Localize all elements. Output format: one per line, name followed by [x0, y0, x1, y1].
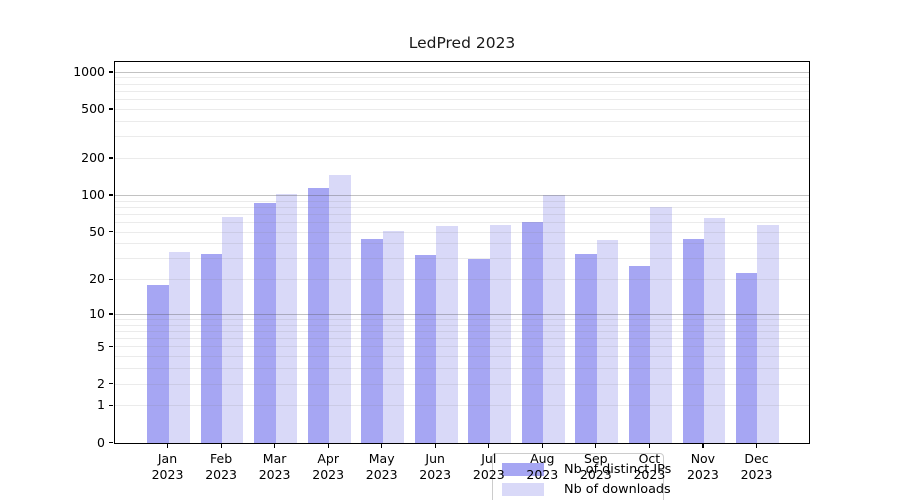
- gridline-200: [115, 157, 809, 159]
- x-tick-label-sep: Sep 2023: [579, 450, 612, 483]
- x-tick-sep: [595, 443, 597, 448]
- x-tick-may: [381, 443, 383, 448]
- y-tick-1000: [109, 71, 113, 73]
- x-tick-jun: [434, 443, 436, 448]
- bar-downloads-oct: [650, 207, 672, 443]
- y-tick-label-5: 5: [97, 338, 105, 354]
- bar-distinct-ips-mar: [254, 202, 276, 443]
- x-tick-jan: [166, 443, 169, 448]
- chart-title: LedPred 2023: [408, 34, 516, 52]
- plot-area: Nb of distinct IPs Nb of downloads: [114, 61, 810, 500]
- gridline-100: [115, 194, 809, 196]
- bar-downloads-nov: [703, 218, 726, 443]
- gridline-90: [115, 200, 809, 202]
- y-tick-5: [109, 345, 113, 348]
- y-tick-label-500: 500: [81, 101, 105, 116]
- x-tick-label-may: May 2023: [365, 450, 398, 483]
- bar-distinct-ips-may: [361, 238, 383, 443]
- x-tick-label-apr: Apr 2023: [312, 450, 345, 483]
- y-tick-label-50: 50: [89, 223, 105, 239]
- gridline-1000: [115, 71, 809, 73]
- bar-distinct-ips-sep: [575, 253, 597, 443]
- x-tick-feb: [220, 443, 222, 448]
- x-tick-apr: [327, 443, 329, 448]
- gridline-500: [115, 108, 809, 110]
- bar-downloads-mar: [275, 193, 297, 443]
- y-tick-10: [109, 313, 113, 315]
- bar-distinct-ips-oct: [628, 266, 651, 443]
- x-tick-dec: [755, 443, 758, 448]
- y-tick-0: [109, 442, 113, 444]
- bar-downloads-sep: [596, 240, 619, 443]
- y-tick-20: [109, 278, 113, 280]
- x-tick-label-jul: Jul 2023: [472, 450, 505, 483]
- y-tick-200: [109, 157, 113, 159]
- x-tick-label-oct: Oct 2023: [633, 450, 666, 483]
- bar-downloads-apr: [329, 174, 351, 443]
- legend-item-distinct-ips: Nb of distinct IPs: [502, 459, 671, 479]
- gridline-600: [115, 99, 809, 101]
- y-tick-label-200: 200: [81, 150, 105, 165]
- y-tick-label-1000: 1000: [73, 63, 105, 79]
- legend-label-downloads: Nb of downloads: [564, 481, 671, 497]
- legend-item-downloads: Nb of downloads: [502, 479, 671, 499]
- bar-downloads-feb: [222, 217, 244, 443]
- bar-downloads-jun: [436, 226, 458, 443]
- x-tick-label-feb: Feb 2023: [205, 450, 237, 483]
- legend-swatch-downloads: [502, 482, 544, 496]
- bar-downloads-jul: [489, 225, 512, 443]
- bar-downloads-dec: [757, 225, 779, 443]
- gridline-70: [115, 213, 809, 215]
- x-tick-label-dec: Dec 2023: [740, 450, 773, 483]
- y-tick-label-0: 0: [97, 434, 105, 450]
- bar-downloads-jan: [168, 252, 190, 443]
- x-tick-jul: [488, 443, 490, 448]
- gridline-800: [115, 83, 809, 85]
- gridline-400: [115, 120, 809, 122]
- y-tick-100: [109, 194, 113, 196]
- bar-distinct-ips-aug: [521, 221, 544, 443]
- bar-distinct-ips-nov: [682, 238, 704, 443]
- x-tick-nov: [702, 443, 704, 448]
- bar-distinct-ips-jul: [468, 258, 490, 443]
- y-tick-label-1: 1: [97, 397, 105, 413]
- y-tick-label-2: 2: [97, 375, 105, 391]
- x-tick-oct: [648, 443, 651, 448]
- x-tick-aug: [541, 443, 543, 448]
- bar-distinct-ips-jan: [147, 285, 169, 443]
- x-tick-label-aug: Aug 2023: [526, 450, 559, 483]
- y-tick-label-100: 100: [81, 187, 105, 202]
- bar-downloads-aug: [543, 195, 565, 443]
- bar-downloads-may: [382, 231, 405, 443]
- y-tick-2: [109, 383, 113, 385]
- legend-label-distinct-ips: Nb of distinct IPs: [564, 461, 672, 477]
- x-tick-label-nov: Nov 2023: [686, 450, 719, 483]
- gridline-700: [115, 90, 809, 92]
- y-tick-50: [109, 231, 113, 233]
- bar-distinct-ips-apr: [307, 187, 330, 443]
- y-tick-1: [109, 404, 113, 407]
- legend-swatch-distinct-ips: [502, 462, 544, 476]
- y-tick-label-10: 10: [89, 305, 105, 321]
- x-tick-label-jan: Jan 2023: [151, 450, 184, 483]
- gridline-900: [115, 77, 809, 79]
- gridline-80: [115, 206, 809, 208]
- x-tick-label-jun: Jun 2023: [419, 450, 452, 483]
- x-tick-label-mar: Mar 2023: [258, 450, 291, 483]
- bar-distinct-ips-dec: [736, 272, 758, 443]
- bar-distinct-ips-feb: [200, 253, 223, 443]
- y-tick-500: [109, 108, 113, 110]
- legend: Nb of distinct IPs Nb of downloads: [492, 453, 671, 500]
- gridline-300: [115, 136, 809, 138]
- bar-distinct-ips-jun: [414, 255, 437, 443]
- y-tick-label-20: 20: [89, 271, 105, 287]
- x-tick-mar: [274, 443, 276, 448]
